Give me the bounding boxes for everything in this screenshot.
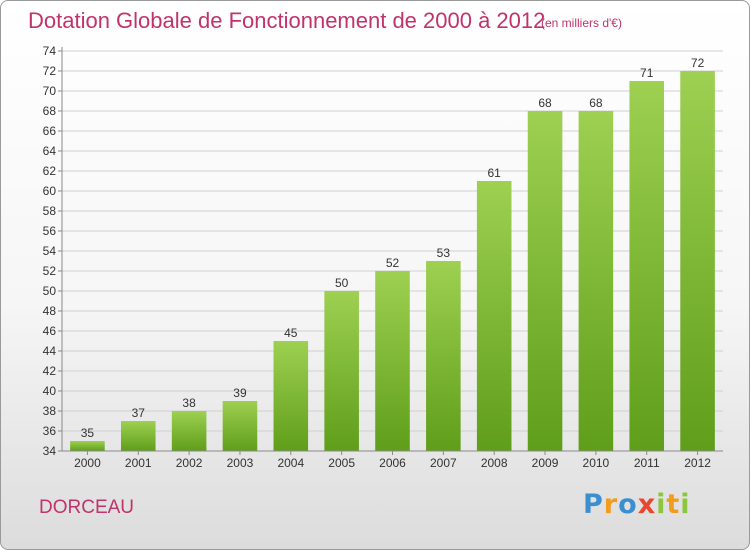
proxiti-logo: Proxiti <box>583 489 691 520</box>
x-tick-label: 2008 <box>481 456 508 470</box>
x-tick-label: 2004 <box>277 456 304 470</box>
y-tick-label: 74 <box>43 44 57 58</box>
y-tick-label: 46 <box>43 324 57 338</box>
bar-series <box>70 71 715 451</box>
bar-2010 <box>578 111 614 451</box>
bar-2007 <box>426 261 461 451</box>
y-tick-label: 36 <box>43 424 57 438</box>
bar-2004 <box>273 341 309 451</box>
y-tick-label: 62 <box>43 164 57 178</box>
data-label: 50 <box>335 276 349 290</box>
commune-name: DORCEAU <box>39 497 135 518</box>
bar-2011 <box>629 81 665 451</box>
y-tick-label: 34 <box>43 444 57 458</box>
bar-2008 <box>476 181 512 451</box>
data-label: 71 <box>640 66 654 80</box>
x-axis-ticks: 2000 2001 2002 2003 2004 2005 2006 2007 2008 2009… <box>74 451 711 470</box>
y-tick-label: 44 <box>43 344 57 358</box>
x-tick-label: 2002 <box>176 456 203 470</box>
bar-2002 <box>171 411 207 451</box>
data-label: 52 <box>386 256 400 270</box>
data-label: 45 <box>284 326 298 340</box>
bar-2012 <box>680 71 715 451</box>
x-tick-label: 2005 <box>328 456 355 470</box>
data-label: 39 <box>233 386 247 400</box>
x-tick-label: 2007 <box>430 456 457 470</box>
y-tick-label: 58 <box>43 204 57 218</box>
y-tick-label: 64 <box>43 144 57 158</box>
data-label: 72 <box>691 56 705 70</box>
y-tick-label: 42 <box>43 364 57 378</box>
y-tick-label: 60 <box>43 184 57 198</box>
data-label: 68 <box>589 96 603 110</box>
data-labels: 35 37 38 39 45 50 52 53 61 68 68 71 72 <box>81 56 705 440</box>
y-tick-label: 70 <box>43 84 57 98</box>
chart-unit-label: (en milliers d'€) <box>541 16 622 30</box>
x-tick-label: 2003 <box>227 456 254 470</box>
y-tick-label: 54 <box>43 244 57 258</box>
x-tick-label: 2011 <box>634 456 660 470</box>
x-tick-label: 2012 <box>684 456 711 470</box>
data-label: 68 <box>538 96 552 110</box>
y-tick-label: 56 <box>43 224 57 238</box>
y-tick-label: 38 <box>43 404 57 418</box>
data-label: 37 <box>132 406 146 420</box>
y-tick-label: 66 <box>43 124 57 138</box>
y-tick-label: 68 <box>43 104 57 118</box>
bar-2005 <box>324 291 359 451</box>
bar-2001 <box>120 421 156 451</box>
x-tick-label: 2001 <box>125 456 152 470</box>
bar-2006 <box>375 271 410 451</box>
x-tick-label: 2009 <box>532 456 559 470</box>
bar-2009 <box>527 111 563 451</box>
y-tick-label: 50 <box>43 284 57 298</box>
y-axis-ticks: 34 36 38 40 42 44 46 48 50 52 54 56 58 60 62 64 66 68 70 72… <box>43 44 62 458</box>
bar-2003 <box>222 401 258 451</box>
y-tick-label: 52 <box>43 264 57 278</box>
data-label: 35 <box>81 426 95 440</box>
y-tick-label: 48 <box>43 304 57 318</box>
x-tick-label: 2010 <box>583 456 610 470</box>
chart-title: Dotation Globale de Fonctionnement de 20… <box>28 8 546 33</box>
bar-2000 <box>70 441 105 451</box>
y-tick-label: 72 <box>43 64 57 78</box>
data-label: 53 <box>437 246 451 260</box>
x-tick-label: 2006 <box>379 456 406 470</box>
data-label: 61 <box>488 166 502 180</box>
data-label: 38 <box>182 396 196 410</box>
y-tick-label: 40 <box>43 384 57 398</box>
x-tick-label: 2000 <box>74 456 101 470</box>
